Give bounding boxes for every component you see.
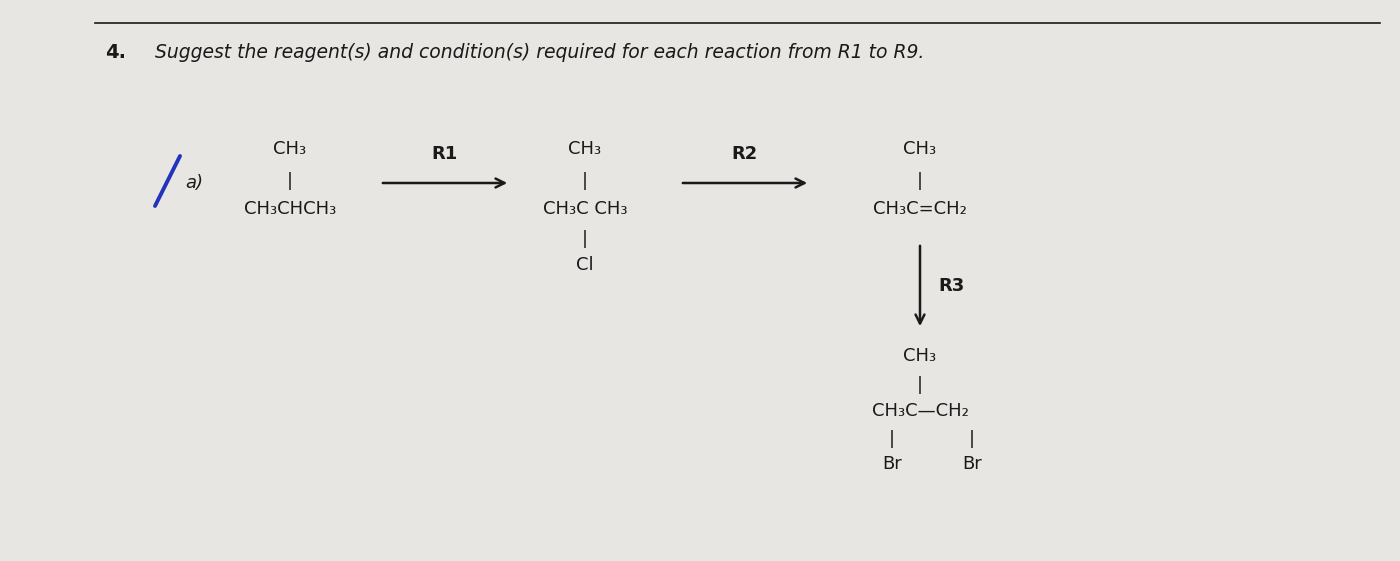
Text: CH₃: CH₃ xyxy=(903,140,937,158)
Text: R3: R3 xyxy=(938,277,965,295)
Text: Suggest the reagent(s) and condition(s) required for each reaction from R1 to R9: Suggest the reagent(s) and condition(s) … xyxy=(155,44,924,62)
Text: |: | xyxy=(582,230,588,248)
Text: |: | xyxy=(917,172,923,190)
Text: |: | xyxy=(917,376,923,394)
Text: |: | xyxy=(969,430,974,448)
Text: CH₃: CH₃ xyxy=(568,140,602,158)
Text: |: | xyxy=(582,172,588,190)
Text: CH₃: CH₃ xyxy=(903,347,937,365)
Text: CH₃C CH₃: CH₃C CH₃ xyxy=(543,200,627,218)
Text: Cl: Cl xyxy=(577,256,594,274)
Text: Br: Br xyxy=(882,455,902,473)
Text: Br: Br xyxy=(962,455,981,473)
Text: R1: R1 xyxy=(431,145,458,163)
Text: 4.: 4. xyxy=(105,44,126,62)
Text: R2: R2 xyxy=(732,145,759,163)
Text: CH₃C=CH₂: CH₃C=CH₂ xyxy=(874,200,967,218)
Text: CH₃CHCH₃: CH₃CHCH₃ xyxy=(244,200,336,218)
Text: |: | xyxy=(889,430,895,448)
Text: |: | xyxy=(287,172,293,190)
Text: CH₃: CH₃ xyxy=(273,140,307,158)
Text: a): a) xyxy=(185,174,203,192)
Text: CH₃C—CH₂: CH₃C—CH₂ xyxy=(872,402,969,420)
